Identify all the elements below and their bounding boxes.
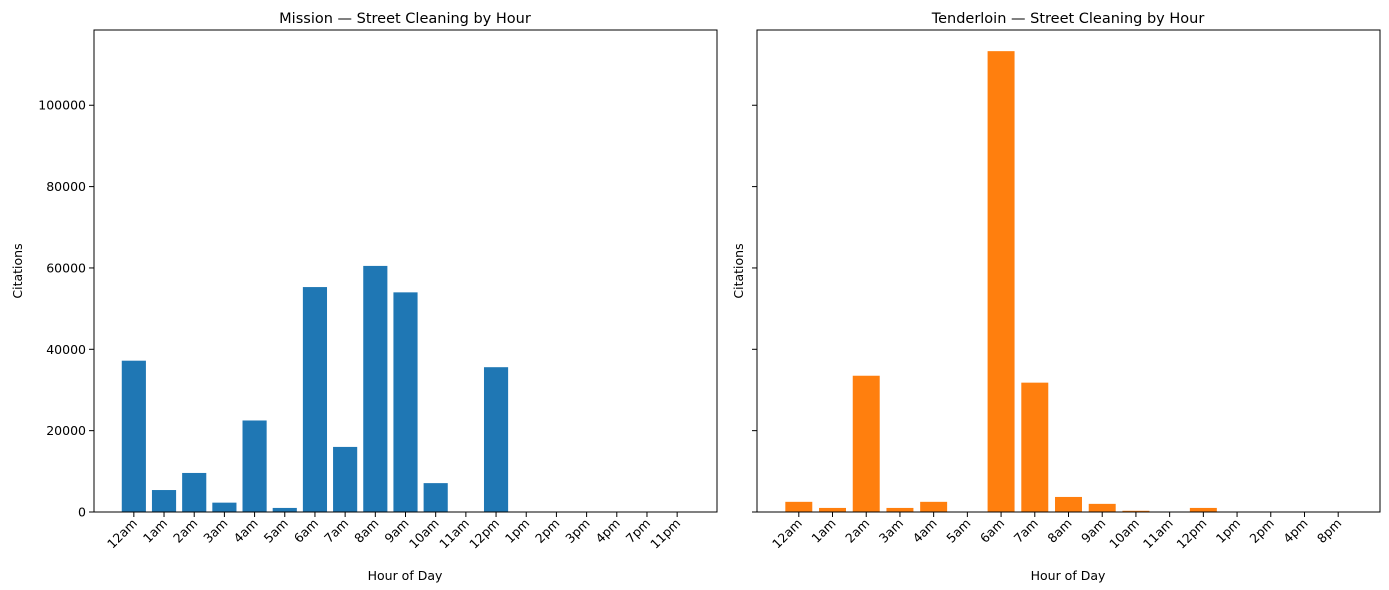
bar-series: [121, 265, 509, 512]
y-axis: 0 20000 40000 60000 80000 100000: [38, 98, 94, 520]
x-tick-label: 12am: [104, 516, 140, 552]
bar: [363, 265, 388, 512]
x-tick-label: 2am: [170, 516, 200, 546]
bar: [182, 472, 207, 512]
x-tick-label: 8am: [351, 516, 381, 546]
bar: [242, 420, 267, 512]
x-axis: 12am 1am 2am 3am 4am 5am 6am 7am 8am 9am10am11am1…: [104, 512, 683, 552]
bar: [987, 51, 1015, 512]
bar: [272, 507, 297, 512]
plot-frame: [93, 29, 718, 513]
y-tick-label: 0: [78, 505, 86, 520]
bar: [483, 367, 509, 512]
x-tick-label: 5am: [261, 516, 291, 546]
y-axis-label: Citations: [10, 243, 25, 298]
x-tick-label: 12pm: [1173, 516, 1209, 552]
bar: [1122, 510, 1150, 512]
x-tick-label: 4am: [910, 516, 940, 546]
x-tick-label: 12am: [769, 516, 805, 552]
bar: [819, 507, 846, 512]
x-tick-label: 4pm: [592, 516, 622, 546]
x-axis-label: Hour of Day: [1031, 568, 1106, 583]
bar: [852, 375, 880, 512]
x-tick-label: 4am: [230, 516, 260, 546]
x-tick-label: 2pm: [1246, 516, 1276, 546]
y-tick-label: 80000: [46, 179, 86, 194]
bar: [151, 490, 177, 512]
bar: [1055, 496, 1082, 512]
x-tick-label: 4pm: [1280, 516, 1310, 546]
x-tick-label: 1pm: [502, 516, 532, 546]
chart-title: Mission — Street Cleaning by Hour: [279, 11, 531, 27]
x-tick-label: 8am: [1044, 516, 1074, 546]
tenderloin-chart: Tenderloin — Street Cleaning by Hour 12a…: [731, 11, 1381, 583]
chart-title: Tenderloin — Street Cleaning by Hour: [931, 11, 1205, 27]
x-tick-label: 8pm: [1314, 516, 1344, 546]
x-tick-label: 7am: [1011, 516, 1041, 546]
y-tick-label: 100000: [38, 98, 86, 113]
x-axis-label: Hour of Day: [368, 568, 443, 583]
x-tick-label: 2pm: [532, 516, 562, 546]
bar: [1088, 503, 1116, 512]
y-axis: [752, 104, 757, 513]
y-tick-label: 60000: [46, 260, 86, 275]
bar: [886, 507, 914, 512]
bar: [393, 292, 418, 512]
y-tick-label: 40000: [46, 342, 86, 357]
x-tick-label: 3am: [876, 516, 906, 546]
x-tick-label: 6am: [977, 516, 1007, 546]
bar: [785, 501, 813, 512]
plot-frame: [756, 29, 1381, 513]
x-tick-label: 10am: [406, 516, 442, 552]
bar: [302, 287, 328, 512]
bar: [212, 502, 237, 512]
x-tick-label: 1am: [140, 516, 170, 546]
x-tick-label: 9am: [1078, 516, 1108, 546]
x-tick-label: 11pm: [647, 516, 683, 552]
bar: [1021, 382, 1049, 512]
x-tick-label: 1am: [808, 516, 838, 546]
x-tick-label: 10am: [1106, 516, 1142, 552]
bar-series: [785, 51, 1217, 512]
x-tick-label: 5am: [943, 516, 973, 546]
x-tick-label: 3pm: [562, 516, 592, 546]
x-tick-label: 6am: [291, 516, 321, 546]
bar: [423, 483, 448, 512]
mission-chart: Mission — Street Cleaning by Hour 0 20000…: [10, 11, 718, 583]
x-tick-label: 11am: [1140, 516, 1176, 552]
x-tick-label: 12pm: [466, 516, 502, 552]
bar: [920, 501, 948, 512]
bar: [121, 360, 146, 512]
x-tick-label: 1pm: [1213, 516, 1243, 546]
x-axis: 12am 1am 2am 3am 4am 5am 6am 7am 8am 9am10am11am1…: [769, 512, 1344, 552]
y-axis-label: Citations: [731, 243, 746, 298]
bar: [1189, 507, 1217, 512]
x-tick-label: 11am: [436, 516, 472, 552]
y-tick-label: 20000: [46, 423, 86, 438]
x-tick-label: 2am: [842, 516, 872, 546]
bar: [333, 446, 358, 512]
x-tick-label: 7am: [321, 516, 351, 546]
x-tick-label: 3am: [200, 516, 230, 546]
